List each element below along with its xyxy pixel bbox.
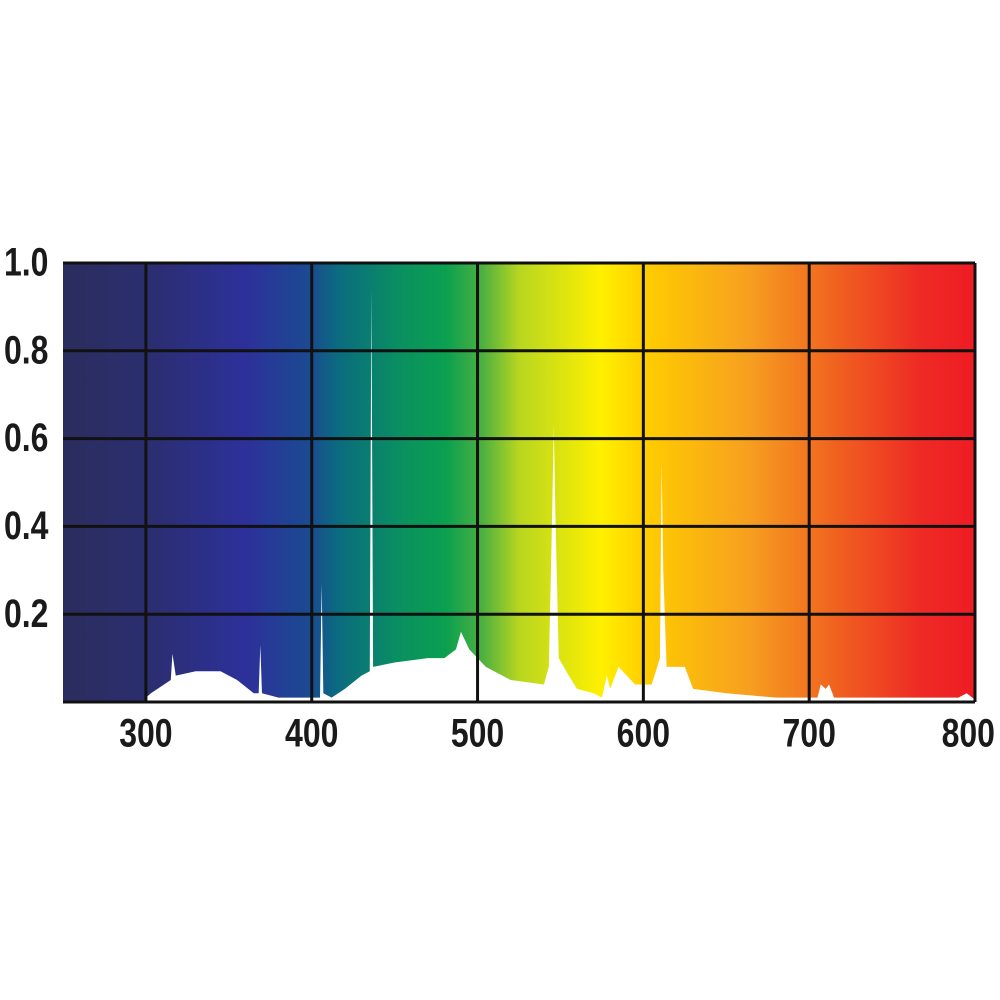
x-tick-label: 700 [782, 710, 835, 755]
x-tick-label: 400 [285, 710, 338, 755]
y-tick-label: 0.8 [4, 327, 48, 372]
x-tick-label: 600 [617, 710, 670, 755]
y-tick-label: 1.0 [4, 239, 48, 284]
y-tick-label: 0.2 [4, 590, 48, 635]
x-tick-label: 800 [942, 710, 995, 755]
y-tick-label: 0.4 [4, 503, 48, 548]
spectrum-background [63, 263, 975, 702]
y-tick-label: 0.6 [4, 415, 48, 460]
x-tick-label: 300 [119, 710, 172, 755]
x-tick-label: 500 [451, 710, 504, 755]
